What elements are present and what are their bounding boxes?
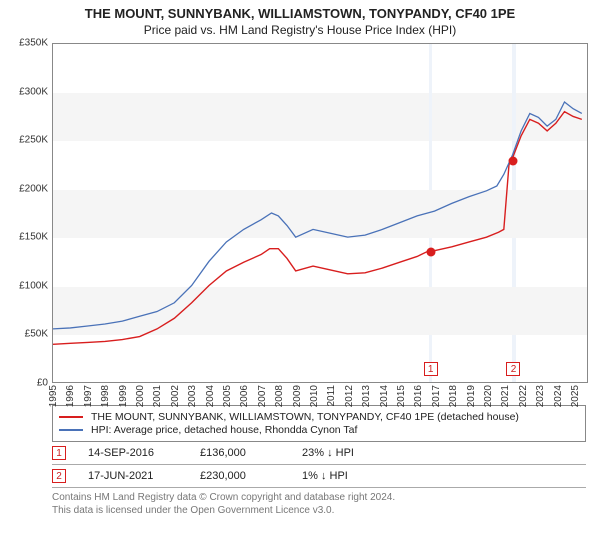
- annotation-pct: 23% ↓ HPI: [302, 447, 354, 459]
- x-tick-label: 2017: [431, 385, 442, 407]
- legend-swatch-property: [59, 416, 83, 418]
- annotation-pct: 1% ↓ HPI: [302, 470, 348, 482]
- y-tick-label: £50K: [25, 329, 48, 340]
- chart-title: THE MOUNT, SUNNYBANK, WILLIAMSTOWN, TONY…: [8, 6, 592, 21]
- y-tick-label: £0: [37, 378, 48, 389]
- annotation-row: 1 14-SEP-2016 £136,000 23% ↓ HPI: [52, 446, 586, 460]
- y-axis: £0£50K£100K£150K£200K£250K£300K£350K: [8, 43, 50, 383]
- chart-area: £0£50K£100K£150K£200K£250K£300K£350K 12 …: [8, 43, 592, 403]
- marker-point: [509, 156, 518, 165]
- annotation-date: 14-SEP-2016: [88, 447, 178, 459]
- x-tick-label: 2016: [413, 385, 424, 407]
- legend: THE MOUNT, SUNNYBANK, WILLIAMSTOWN, TONY…: [52, 405, 586, 442]
- marker-point: [426, 247, 435, 256]
- x-tick-label: 1996: [65, 385, 76, 407]
- y-tick-label: £250K: [19, 135, 48, 146]
- x-tick-label: 2002: [170, 385, 181, 407]
- x-tick-label: 1997: [83, 385, 94, 407]
- x-axis: 1995199619971998199920002001200220032004…: [52, 383, 588, 403]
- x-tick-label: 2009: [292, 385, 303, 407]
- footer-line: Contains HM Land Registry data © Crown c…: [52, 492, 586, 505]
- annotation-marker-icon: 1: [52, 446, 66, 460]
- legend-item-property: THE MOUNT, SUNNYBANK, WILLIAMSTOWN, TONY…: [59, 411, 579, 423]
- annotation-divider: [52, 487, 586, 488]
- x-tick-label: 2008: [274, 385, 285, 407]
- annotation-row: 2 17-JUN-2021 £230,000 1% ↓ HPI: [52, 469, 586, 483]
- chart-lines: [53, 44, 587, 382]
- y-tick-label: £200K: [19, 183, 48, 194]
- x-tick-label: 2013: [361, 385, 372, 407]
- x-tick-label: 2012: [344, 385, 355, 407]
- annotation-price: £230,000: [200, 470, 280, 482]
- chart-subtitle: Price paid vs. HM Land Registry's House …: [8, 23, 592, 37]
- x-tick-label: 1999: [118, 385, 129, 407]
- x-tick-label: 2020: [483, 385, 494, 407]
- x-tick-label: 2018: [448, 385, 459, 407]
- x-tick-label: 2000: [135, 385, 146, 407]
- legend-swatch-hpi: [59, 429, 83, 431]
- x-tick-label: 2023: [535, 385, 546, 407]
- annotation-table: 1 14-SEP-2016 £136,000 23% ↓ HPI 2 17-JU…: [52, 446, 586, 488]
- plot-area: 12: [52, 43, 588, 383]
- x-tick-label: 2003: [187, 385, 198, 407]
- legend-label-property: THE MOUNT, SUNNYBANK, WILLIAMSTOWN, TONY…: [91, 411, 519, 423]
- x-tick-label: 1995: [48, 385, 59, 407]
- y-tick-label: £300K: [19, 86, 48, 97]
- x-tick-label: 2025: [570, 385, 581, 407]
- x-tick-label: 2010: [309, 385, 320, 407]
- x-tick-label: 1998: [100, 385, 111, 407]
- x-tick-label: 2005: [222, 385, 233, 407]
- x-tick-label: 2015: [396, 385, 407, 407]
- x-tick-label: 2001: [152, 385, 163, 407]
- series-line-property: [53, 112, 582, 345]
- x-tick-label: 2021: [500, 385, 511, 407]
- footer-line: This data is licensed under the Open Gov…: [52, 505, 586, 518]
- legend-label-hpi: HPI: Average price, detached house, Rhon…: [91, 424, 357, 436]
- marker-box: 2: [506, 362, 520, 376]
- x-tick-label: 2022: [518, 385, 529, 407]
- x-tick-label: 2019: [466, 385, 477, 407]
- annotation-date: 17-JUN-2021: [88, 470, 178, 482]
- y-tick-label: £350K: [19, 38, 48, 49]
- marker-box: 1: [424, 362, 438, 376]
- annotation-divider: [52, 464, 586, 465]
- x-tick-label: 2014: [379, 385, 390, 407]
- series-line-hpi: [53, 102, 582, 329]
- footer: Contains HM Land Registry data © Crown c…: [52, 492, 586, 517]
- x-tick-label: 2004: [205, 385, 216, 407]
- x-tick-label: 2006: [239, 385, 250, 407]
- y-tick-label: £150K: [19, 232, 48, 243]
- x-tick-label: 2024: [553, 385, 564, 407]
- annotation-price: £136,000: [200, 447, 280, 459]
- x-tick-label: 2011: [326, 385, 337, 407]
- y-tick-label: £100K: [19, 280, 48, 291]
- x-tick-label: 2007: [257, 385, 268, 407]
- annotation-marker-icon: 2: [52, 469, 66, 483]
- legend-item-hpi: HPI: Average price, detached house, Rhon…: [59, 424, 579, 436]
